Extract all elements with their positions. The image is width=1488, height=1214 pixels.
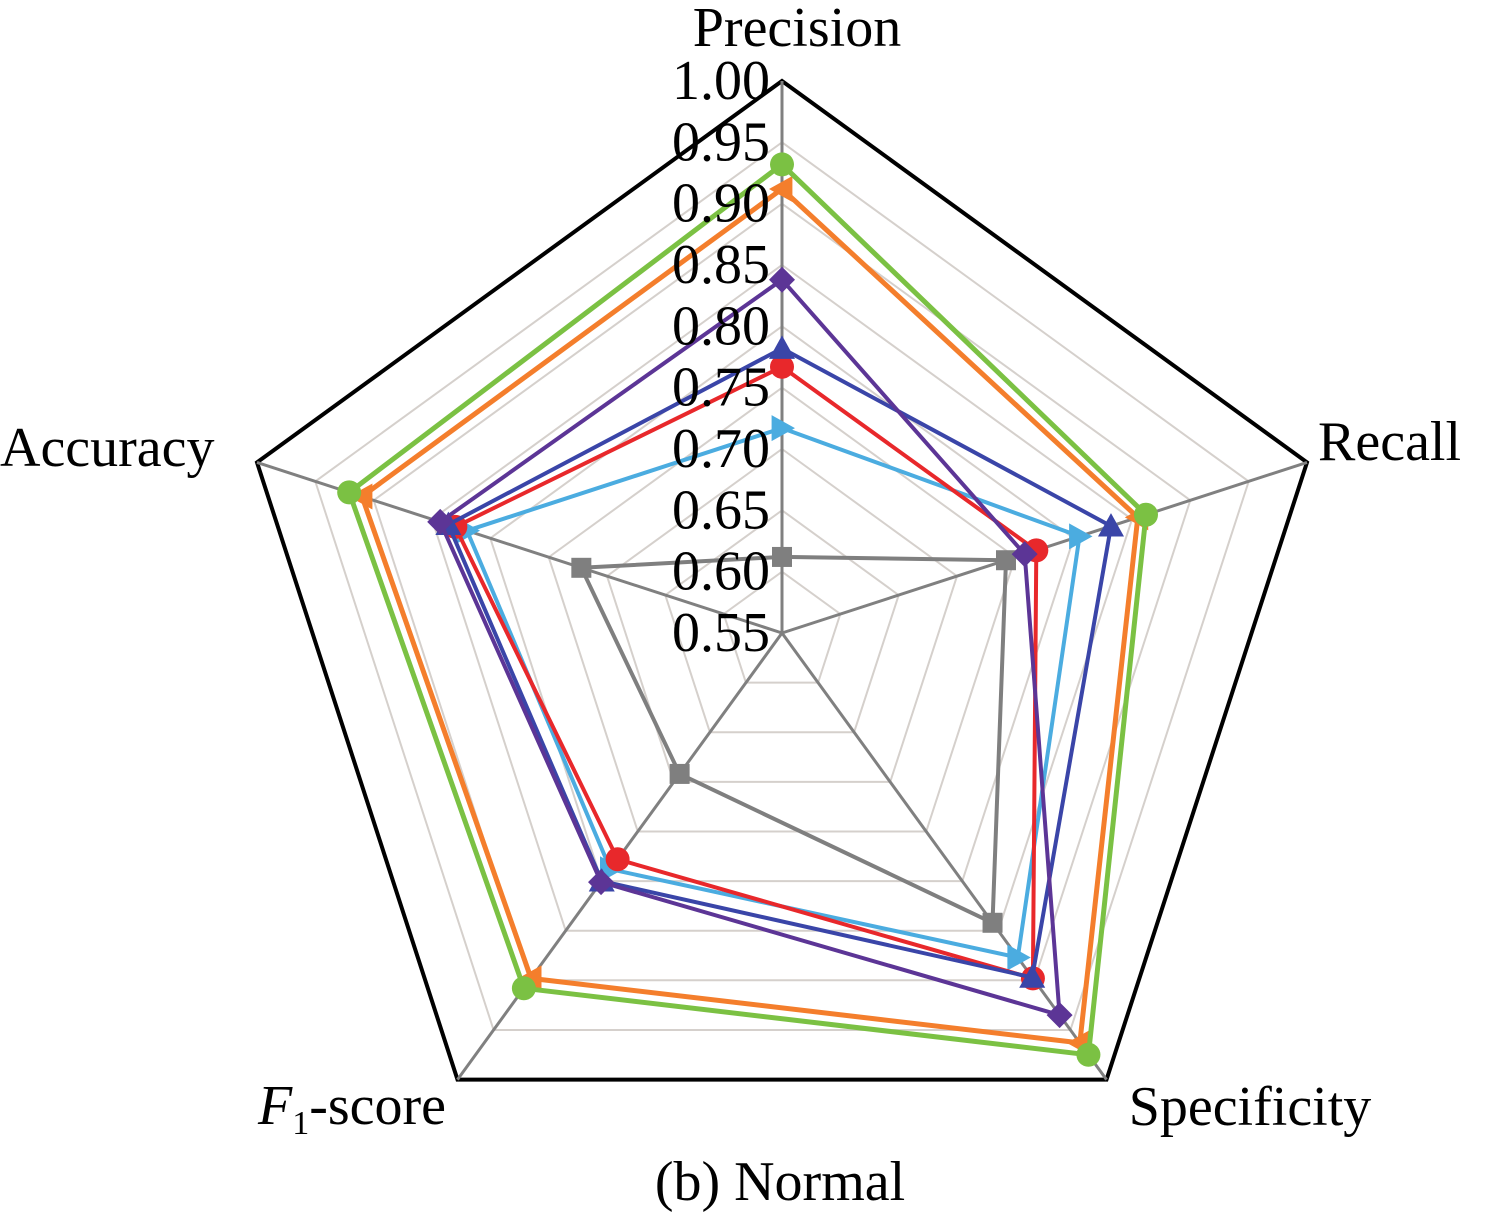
tick-label: 0.95 [672,111,770,173]
data-point [1133,502,1158,527]
data-point [1097,513,1124,537]
series-line [446,346,1113,980]
data-point [669,763,690,784]
data-point [1046,1002,1073,1029]
radar-grid-ring [547,386,1017,833]
data-point [1019,964,1046,988]
radar-grid-ring [605,447,959,783]
radar-axis-labels: Precision Recall Specificity F1-score Accura… [0,0,1461,1142]
data-point [1007,944,1031,971]
tick-label: 0.70 [672,418,770,480]
data-point [769,266,795,293]
data-point [605,847,630,872]
radar-grid-ring [664,509,900,734]
data-point [588,869,615,896]
tick-label: 1.00 [672,50,770,112]
tick-label: 0.75 [672,357,770,419]
data-point [770,354,794,379]
radar-outer-ring [254,78,1310,1082]
data-point [349,483,373,510]
axis-label: F1-score [257,1075,446,1142]
series-4 [427,266,1073,1029]
data-point [427,508,454,535]
tick-label: 0.80 [672,295,770,357]
data-point [995,550,1016,571]
data-point [1011,541,1038,568]
axis-label: Specificity [1129,1076,1372,1138]
radar-spoke [780,632,1108,1081]
tick-label: 0.85 [672,234,770,296]
series-line [465,426,1082,960]
data-point [982,912,1003,933]
radar-grid-ring [722,570,842,684]
radar-tick-labels: 0.550.600.650.700.750.800.850.900.951.00 [672,50,770,664]
radar-grid-ring [372,202,1192,982]
series-0 [571,546,1016,933]
data-point [772,546,792,567]
tick-label: 0.60 [672,541,770,603]
axis-label: Precision [693,0,901,59]
data-point [771,415,795,442]
series-line [359,186,1141,1046]
series-6 [337,152,1158,1067]
data-point [511,976,536,1001]
radar-grid-ring [430,263,1134,932]
axis-label: Accuracy [0,417,215,479]
series-line [579,554,1008,925]
data-point [769,335,795,359]
radar-grid-ring [489,325,1075,883]
tick-label: 0.55 [672,602,770,664]
data-point [1069,523,1093,550]
data-point [337,480,362,505]
data-point [770,152,794,177]
radar-grid [254,78,1310,1082]
tick-label: 0.90 [672,173,770,235]
tick-label: 0.65 [672,479,770,541]
series-line [346,161,1149,1058]
data-point [571,557,592,578]
axis-label: Recall [1318,411,1461,473]
radar-series [337,152,1158,1067]
radar-grid-ring [314,141,1250,1031]
data-point [1076,1042,1101,1067]
chart-caption: (b) Normal [655,1151,905,1213]
series-line [438,277,1062,1018]
data-point [769,175,793,202]
